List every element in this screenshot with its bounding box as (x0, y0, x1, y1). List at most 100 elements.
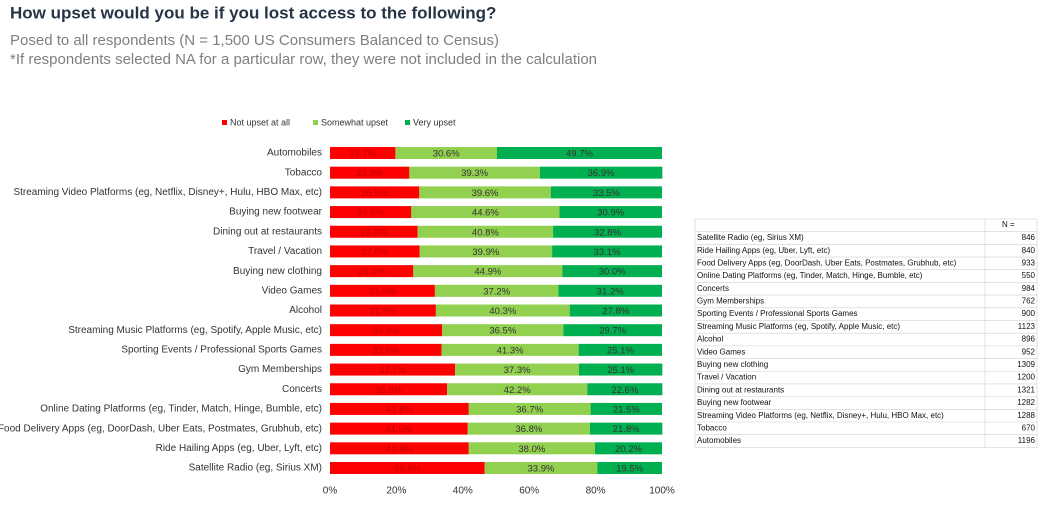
value-label: 40.3% (489, 306, 516, 317)
value-label: 19.5% (616, 464, 643, 475)
category-label: Sporting Events / Professional Sports Ga… (121, 345, 322, 356)
table-header: N = (1002, 220, 1015, 229)
table-label: Streaming Video Platforms (eg, Netflix, … (697, 411, 944, 420)
category-label: Video Games (262, 285, 322, 296)
value-label: 22.6% (611, 385, 638, 396)
legend-swatch (222, 120, 227, 125)
value-label: 44.9% (474, 267, 501, 278)
table-label: Food Delivery Apps (eg, DoorDash, Uber E… (697, 258, 957, 267)
bar-segment (330, 363, 456, 376)
value-label: 33.6% (372, 345, 399, 356)
bar-segment (552, 245, 662, 258)
value-label: 37.3% (504, 365, 531, 376)
subtitle: *If respondents selected NA for a partic… (10, 51, 597, 68)
bar-segment (419, 186, 551, 199)
category-label: Streaming Music Platforms (eg, Spotify, … (68, 325, 322, 336)
value-label: 36.5% (489, 326, 516, 337)
bar-segment (330, 166, 410, 179)
value-label: 23.9% (356, 168, 383, 179)
value-label: 31.2% (597, 286, 624, 297)
legend-label: Very upset (413, 117, 456, 127)
value-label: 37.2% (483, 286, 510, 297)
bar-segment (419, 245, 553, 258)
bar-segment (330, 343, 442, 356)
bar-segment (435, 304, 570, 317)
value-label: 49.7% (566, 149, 593, 160)
table-label: Gym Memberships (697, 297, 764, 306)
bar-segment (550, 186, 662, 199)
x-tick-label: 0% (323, 486, 338, 497)
legend-label: Somewhat upset (321, 117, 389, 127)
value-label: 30.0% (599, 267, 626, 278)
bar-segment (330, 422, 468, 435)
bar-segment (330, 206, 412, 219)
table-value: 896 (1022, 335, 1036, 344)
subtitle: Posed to all respondents (N = 1,500 US C… (10, 32, 499, 49)
table-value: 984 (1022, 284, 1036, 293)
category-label: Dining out at restaurants (213, 226, 322, 237)
value-label: 36.8% (515, 424, 542, 435)
table-value: 952 (1022, 347, 1036, 356)
category-label: Streaming Video Platforms (eg, Netflix, … (13, 187, 322, 198)
value-label: 29.7% (599, 326, 626, 337)
table-value: 1321 (1017, 385, 1035, 394)
bar-segment (411, 206, 560, 219)
category-label: Gym Memberships (238, 364, 322, 375)
value-label: 46.6% (394, 464, 421, 475)
table-label: Buying new footwear (697, 398, 772, 407)
bar-segment (330, 284, 435, 297)
table-label: Online Dating Platforms (eg, Tinder, Mat… (697, 271, 923, 280)
value-label: 25.1% (607, 345, 634, 356)
bar-segment (330, 225, 418, 238)
table-value: 840 (1022, 246, 1036, 255)
bar-segment (417, 225, 554, 238)
bar-segment (562, 265, 662, 278)
legend-label: Not upset at all (230, 117, 290, 127)
category-label: Ride Hailing Apps (eg, Uber, Lyft, etc) (156, 443, 322, 454)
table-value: 550 (1022, 271, 1036, 280)
category-label: Travel / Vacation (248, 246, 322, 257)
table-label: Dining out at restaurants (697, 385, 784, 394)
table-value: 1288 (1017, 411, 1035, 420)
legend-swatch (405, 120, 410, 125)
bar-segment (594, 442, 662, 455)
bar-segment (496, 147, 662, 159)
bar-segment (330, 186, 420, 199)
bar-segment (597, 462, 662, 474)
table-value: 670 (1022, 423, 1036, 432)
bar-segment (558, 284, 662, 297)
bar-segment (447, 383, 588, 396)
category-label: Automobiles (267, 148, 322, 159)
table-label: Sporting Events / Professional Sports Ga… (697, 309, 858, 318)
bar-segment (579, 363, 663, 376)
category-label: Food Delivery Apps (eg, DoorDash, Uber E… (0, 423, 322, 434)
value-label: 41.3% (497, 345, 524, 356)
value-label: 40.8% (472, 227, 499, 238)
value-label: 39.6% (472, 188, 499, 199)
category-label: Buying new clothing (233, 266, 322, 277)
bar-segment (434, 284, 559, 297)
table-value: 1123 (1018, 322, 1036, 331)
legend-swatch (313, 120, 318, 125)
bar-segment (484, 462, 598, 474)
value-label: 26.9% (361, 188, 388, 199)
bar-segment (330, 324, 443, 337)
bar-segment (395, 147, 497, 159)
value-label: 32.8% (594, 227, 621, 238)
value-label: 33.1% (594, 247, 621, 258)
value-label: 36.9% (588, 168, 615, 179)
category-label: Buying new footwear (229, 207, 323, 218)
value-label: 30.9% (597, 208, 624, 219)
value-label: 33.5% (593, 188, 620, 199)
value-label: 25.1% (607, 365, 634, 376)
x-tick-label: 40% (453, 486, 473, 497)
bar-segment (559, 206, 662, 219)
value-label: 21.8% (613, 424, 640, 435)
category-label: Satellite Radio (eg, Sirius XM) (189, 463, 322, 474)
bar-segment (455, 363, 579, 376)
value-label: 37.7% (379, 365, 406, 376)
bar-segment (589, 422, 663, 435)
value-label: 42.2% (504, 385, 531, 396)
value-label: 20.2% (615, 444, 642, 455)
bar-segment (330, 442, 469, 455)
